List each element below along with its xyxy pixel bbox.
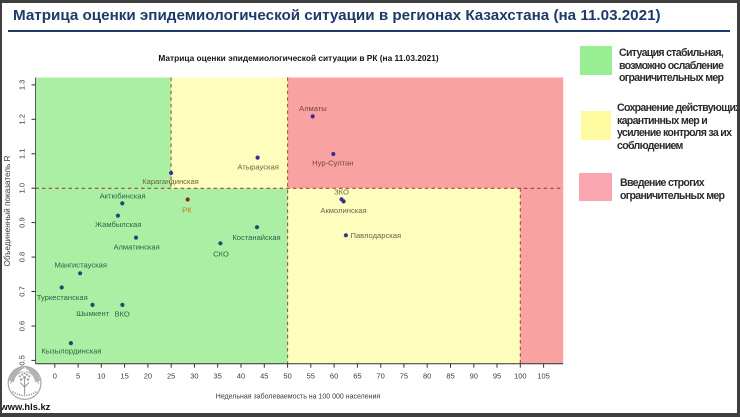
svg-text:Объединенный показатель R: Объединенный показатель R: [3, 155, 12, 266]
svg-text:Алматинская: Алматинская: [113, 243, 159, 252]
svg-text:80: 80: [423, 372, 431, 381]
svg-text:0.8: 0.8: [18, 252, 27, 263]
svg-text:1.2: 1.2: [18, 114, 27, 125]
svg-text:ЗКО: ЗКО: [334, 187, 349, 196]
svg-text:35: 35: [214, 372, 222, 381]
svg-text:Акмолинская: Акмолинская: [320, 206, 366, 215]
svg-text:Павлодарская: Павлодарская: [351, 231, 402, 240]
svg-text:20: 20: [144, 372, 152, 381]
svg-text:РК: РК: [182, 206, 192, 215]
svg-text:15: 15: [120, 372, 128, 381]
svg-text:40: 40: [237, 372, 245, 381]
svg-text:Атырауская: Атырауская: [237, 162, 279, 171]
svg-text:50: 50: [283, 372, 291, 381]
svg-text:СКО: СКО: [213, 250, 229, 259]
svg-text:0.9: 0.9: [18, 217, 27, 228]
svg-text:1.3: 1.3: [18, 80, 27, 91]
svg-text:1.0: 1.0: [18, 183, 27, 194]
svg-text:Мангистауская: Мангистауская: [54, 260, 107, 269]
svg-text:Туркестанская: Туркестанская: [37, 293, 88, 302]
svg-text:Алматы: Алматы: [299, 104, 327, 113]
svg-text:25: 25: [167, 372, 175, 381]
svg-text:70: 70: [377, 372, 385, 381]
svg-text:95: 95: [493, 372, 501, 381]
svg-text:ВКО: ВКО: [114, 309, 129, 318]
svg-text:Нур-Султан: Нур-Султан: [312, 158, 353, 167]
svg-text:Актюбинская: Актюбинская: [100, 192, 146, 201]
svg-text:1.1: 1.1: [18, 149, 27, 160]
svg-text:30: 30: [190, 372, 198, 381]
svg-text:Жамбылская: Жамбылская: [95, 220, 141, 229]
svg-text:85: 85: [446, 372, 454, 381]
svg-text:10: 10: [97, 372, 105, 381]
svg-text:5: 5: [76, 372, 80, 381]
svg-text:45: 45: [260, 372, 268, 381]
svg-text:105: 105: [537, 372, 550, 381]
svg-text:Кызылординская: Кызылординская: [41, 347, 101, 356]
svg-text:Матрица оценки эпидемиологичес: Матрица оценки эпидемиологической ситуац…: [158, 53, 438, 63]
svg-text:55: 55: [307, 372, 315, 381]
svg-text:Недельная заболеваемость на 10: Недельная заболеваемость на 100 000 насе…: [216, 393, 381, 401]
svg-text:0.5: 0.5: [18, 355, 27, 366]
svg-text:65: 65: [353, 372, 361, 381]
svg-text:Шымкент: Шымкент: [76, 309, 109, 318]
svg-text:60: 60: [330, 372, 338, 381]
svg-text:100: 100: [514, 372, 527, 381]
svg-text:Карагандинская: Карагандинская: [142, 177, 199, 186]
svg-text:0.7: 0.7: [18, 286, 27, 297]
svg-text:Костанайская: Костанайская: [232, 233, 280, 242]
svg-text:0.6: 0.6: [18, 321, 27, 332]
svg-text:0: 0: [53, 372, 57, 381]
svg-text:90: 90: [470, 372, 478, 381]
svg-text:75: 75: [400, 372, 408, 381]
